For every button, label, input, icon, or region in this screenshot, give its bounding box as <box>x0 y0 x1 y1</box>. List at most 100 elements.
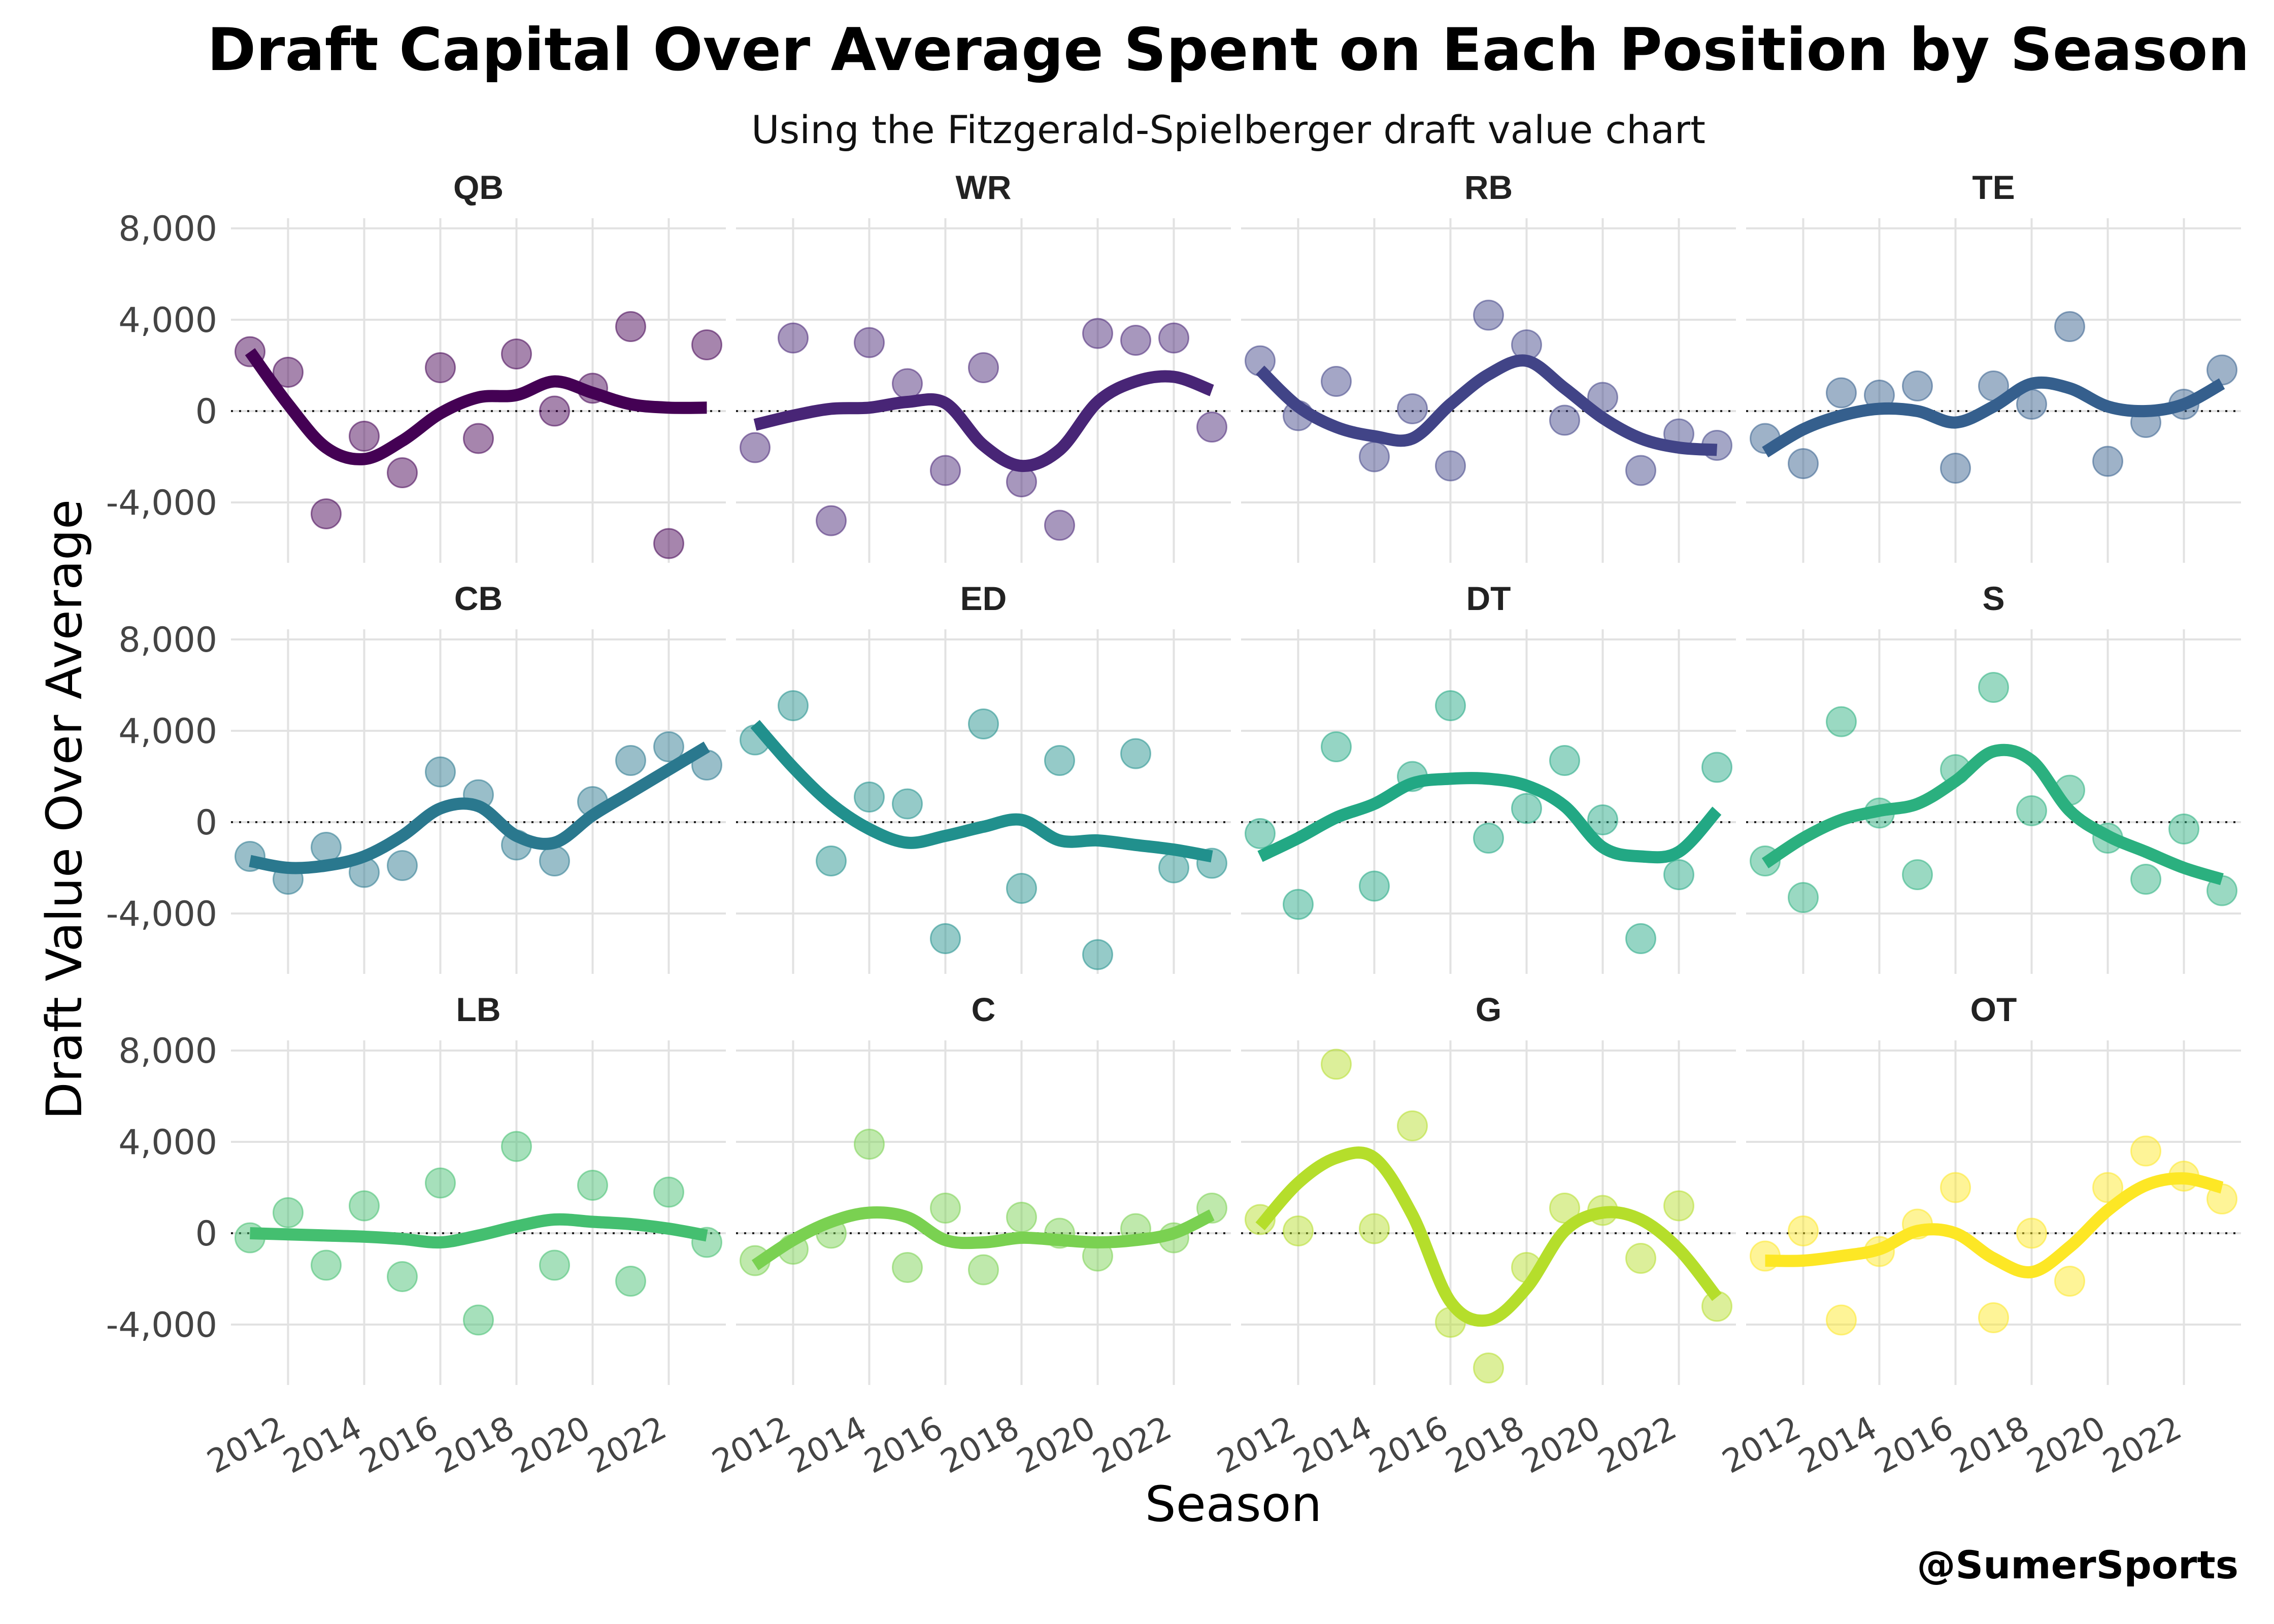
panel-label-ot: OT <box>1970 991 2017 1028</box>
trend-line-ot <box>1765 1172 2224 1278</box>
data-point-lb-2016 <box>425 1167 456 1199</box>
x-axis-title: Season <box>1145 1476 1322 1533</box>
x-tick-label: 2014 <box>277 1409 368 1481</box>
credit-text: @SumerSports <box>1917 1542 2238 1587</box>
data-point-dt-2018 <box>1511 793 1542 824</box>
y-tick-label: 0 <box>195 1214 217 1254</box>
data-point-lb-2021 <box>615 1266 646 1297</box>
data-point-dt-2014 <box>1359 870 1390 902</box>
panel-label-lb: LB <box>456 991 501 1028</box>
data-point-wr-2022 <box>1158 322 1189 354</box>
x-tick-label: 2012 <box>1716 1409 1807 1481</box>
data-point-s-2021 <box>2130 864 2161 895</box>
data-point-lb-2018 <box>501 1131 532 1162</box>
y-tick-label: 4,000 <box>118 1123 217 1163</box>
data-point-ed-2012 <box>778 690 809 721</box>
data-point-ed-2013 <box>816 845 847 876</box>
data-point-dt-2020 <box>1587 804 1618 835</box>
data-point-te-2012 <box>1788 448 1819 479</box>
data-point-wr-2013 <box>816 505 847 536</box>
data-point-ed-2014 <box>854 782 885 813</box>
data-point-te-2020 <box>2092 446 2123 477</box>
data-point-wr-2017 <box>968 352 999 383</box>
x-tick-label: 2022 <box>582 1409 673 1481</box>
panel-label-wr: WR <box>956 168 1012 206</box>
x-tick-label: 2022 <box>1592 1409 1683 1481</box>
x-tick-label: 2022 <box>2097 1409 2188 1481</box>
trend-line-dt <box>1257 772 1722 864</box>
data-point-g-2017 <box>1473 1352 1504 1383</box>
trend-line-te <box>1762 376 2225 458</box>
data-point-cb-2021 <box>615 745 646 776</box>
panel-label-dt: DT <box>1466 580 1511 617</box>
trend-line-c <box>751 1206 1215 1271</box>
data-point-g-2013 <box>1321 1048 1352 1080</box>
data-point-lb-2014 <box>349 1190 380 1222</box>
data-point-qb-2022 <box>653 528 684 559</box>
data-point-g-2014 <box>1359 1213 1390 1244</box>
data-point-cb-2016 <box>425 756 456 788</box>
data-point-ed-2015 <box>892 788 923 820</box>
data-point-ot-2017 <box>1978 1302 2009 1333</box>
x-tick-label: 2016 <box>1363 1409 1454 1481</box>
trend-line-lb <box>250 1213 708 1249</box>
data-point-wr-2012 <box>778 322 809 354</box>
data-point-wr-2015 <box>892 368 923 399</box>
data-point-dt-2022 <box>1663 859 1694 890</box>
data-point-lb-2017 <box>463 1304 494 1336</box>
data-point-ot-2013 <box>1826 1304 1857 1336</box>
data-point-lb-2012 <box>273 1197 304 1228</box>
data-point-g-2012 <box>1283 1215 1314 1246</box>
data-point-qb-2017 <box>463 423 494 454</box>
data-point-te-2023 <box>2206 354 2237 386</box>
data-point-cb-2019 <box>539 845 570 876</box>
y-tick-label: 0 <box>195 392 217 432</box>
y-tick-label: -4,000 <box>106 894 217 934</box>
x-tick-label: 2016 <box>353 1409 444 1481</box>
data-point-ed-2020 <box>1082 939 1113 970</box>
x-tick-label: 2012 <box>1211 1409 1302 1481</box>
x-tick-label: 2016 <box>1868 1409 1959 1481</box>
data-point-cb-2022 <box>653 731 684 762</box>
data-point-qb-2015 <box>387 457 418 488</box>
data-point-ed-2021 <box>1120 738 1151 769</box>
data-point-qb-2019 <box>539 395 570 427</box>
data-point-ed-2022 <box>1158 852 1189 884</box>
x-tick-label: 2020 <box>1011 1409 1101 1481</box>
data-point-rb-2021 <box>1625 455 1656 486</box>
data-point-qb-2018 <box>501 339 532 369</box>
data-point-c-2018 <box>1006 1202 1037 1233</box>
data-point-cb-2013 <box>311 832 342 863</box>
data-point-g-2015 <box>1397 1110 1428 1141</box>
data-point-qb-2014 <box>349 421 380 452</box>
data-point-te-2019 <box>2054 311 2085 342</box>
x-tick-label: 2020 <box>1516 1409 1607 1481</box>
data-point-wr-2020 <box>1082 318 1113 349</box>
data-point-s-2012 <box>1788 882 1819 913</box>
data-point-c-2015 <box>892 1252 923 1283</box>
data-point-lb-2020 <box>577 1170 608 1201</box>
y-tick-label: 8,000 <box>118 1031 217 1071</box>
data-point-ot-2012 <box>1788 1215 1819 1246</box>
data-point-s-2022 <box>2168 814 2199 844</box>
data-point-dt-2023 <box>1701 752 1732 783</box>
data-point-te-2015 <box>1902 370 1933 401</box>
trend-line-qb <box>245 348 707 465</box>
y-tick-label: 8,000 <box>118 620 217 660</box>
data-point-te-2016 <box>1940 453 1971 484</box>
data-point-qb-2016 <box>425 352 456 383</box>
panel-label-s: S <box>1982 580 2004 617</box>
data-point-qb-2013 <box>311 498 342 529</box>
x-tick-label: 2020 <box>2021 1409 2112 1481</box>
data-point-wr-2023 <box>1196 412 1227 443</box>
data-point-lb-2015 <box>387 1261 418 1292</box>
data-point-rb-2014 <box>1359 441 1390 472</box>
data-point-dt-2013 <box>1321 731 1352 762</box>
y-tick-label: 8,000 <box>118 209 217 249</box>
data-point-ot-2020 <box>2092 1172 2123 1203</box>
data-point-wr-2016 <box>930 455 961 486</box>
x-tick-label: 2020 <box>506 1409 596 1481</box>
data-point-lb-2019 <box>539 1249 570 1281</box>
data-point-cb-2015 <box>387 850 418 881</box>
